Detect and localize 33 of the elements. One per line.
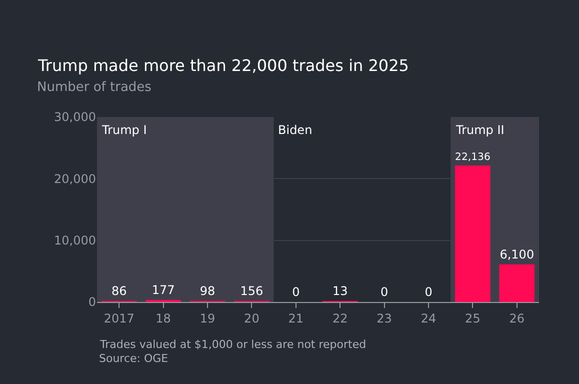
x-tick-label: 21 (288, 311, 304, 326)
x-tick-label: 20 (244, 311, 260, 326)
data-label: 0 (424, 285, 432, 299)
band-label: Trump II (455, 123, 504, 137)
x-tick-label: 18 (156, 311, 171, 326)
data-label: 156 (240, 284, 264, 298)
data-label: 6,100 (500, 247, 534, 262)
x-tick-label: 26 (509, 311, 525, 326)
bar (499, 264, 535, 302)
data-label: 13 (332, 284, 348, 298)
source-note: Source: OGE (99, 352, 168, 365)
data-label: 98 (200, 284, 216, 298)
x-tick-label: 23 (376, 311, 392, 326)
data-label: 0 (380, 285, 388, 299)
x-tick-label: 25 (465, 311, 480, 326)
y-tick-label: 0 (88, 295, 96, 310)
data-label: 0 (292, 285, 300, 299)
x-tick-label: 22 (332, 311, 348, 326)
y-tick-label: 30,000 (54, 110, 96, 124)
y-tick-label: 10,000 (54, 234, 96, 248)
x-tick-label: 24 (420, 311, 436, 326)
text: Trades valued at $1,000 or less are not reported (99, 338, 366, 351)
x-tick-label: 19 (200, 311, 216, 326)
band-label: Trump I (101, 123, 147, 137)
y-tick-label: 20,000 (54, 172, 96, 186)
data-label: 177 (152, 283, 175, 297)
chart-title: Trump made more than 22,000 trades in 2025 (37, 56, 409, 75)
data-label: 86 (111, 284, 127, 298)
chart-subtitle: Number of trades (37, 80, 152, 95)
band-label: Biden (278, 123, 312, 137)
bar (455, 165, 490, 302)
data-label: 22,136 (455, 152, 490, 163)
x-tick-label: 2017 (104, 311, 134, 326)
